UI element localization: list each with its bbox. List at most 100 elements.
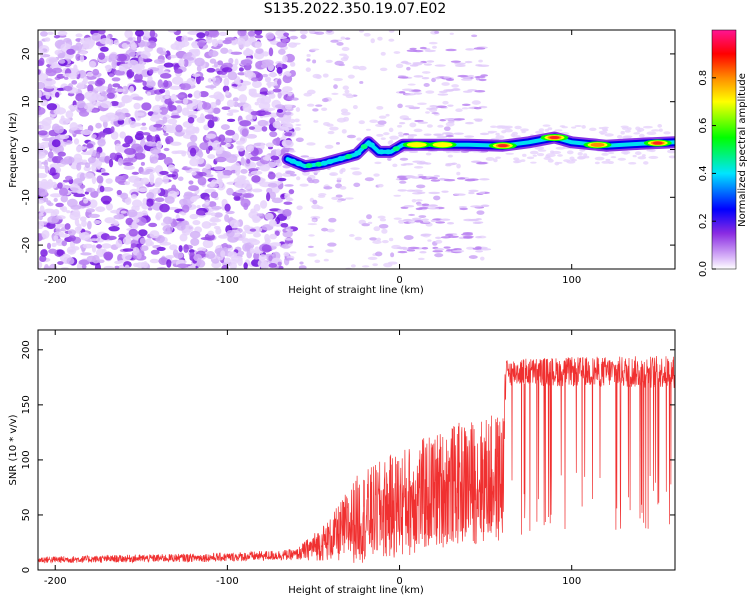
noise-blob [323, 258, 329, 262]
noise-blob [633, 132, 640, 135]
noise-blob [244, 134, 257, 139]
noise-blob [139, 237, 146, 245]
noise-blob [174, 100, 184, 104]
noise-blob [306, 89, 316, 95]
noise-blob [474, 221, 484, 224]
noise-blob [293, 42, 301, 45]
noise-blob [61, 240, 67, 247]
noise-blob [437, 124, 444, 128]
noise-blob [269, 131, 278, 138]
noise-blob [103, 251, 114, 261]
noise-blob [430, 107, 438, 110]
y-tick-label: 10 [21, 95, 32, 108]
noise-blob [127, 59, 139, 69]
noise-blob [372, 263, 378, 267]
ridge-hotspot [432, 142, 453, 148]
noise-blob [105, 178, 113, 184]
noise-blob [381, 239, 389, 244]
noise-blob [495, 135, 505, 140]
noise-blob [450, 60, 462, 63]
noise-blob [435, 221, 446, 224]
noise-blob [201, 167, 209, 174]
noise-blob [186, 51, 193, 57]
noise-blob [72, 209, 81, 217]
noise-blob [96, 244, 103, 249]
noise-blob [154, 197, 165, 203]
noise-blob [215, 156, 227, 163]
noise-blob [158, 257, 169, 266]
noise-blob [250, 156, 261, 161]
noise-blob [176, 263, 189, 269]
x-tick-label: -200 [44, 576, 67, 587]
noise-blob [478, 191, 486, 194]
ridge-blob [320, 160, 328, 166]
noise-blob [189, 147, 197, 157]
noise-blob [295, 137, 304, 143]
noise-blob [495, 132, 500, 136]
noise-blob [209, 101, 218, 109]
noise-blob [209, 181, 216, 188]
noise-blob [236, 145, 245, 152]
noise-blob [352, 171, 362, 176]
noise-blob [194, 57, 205, 67]
y-tick-label: 100 [21, 450, 32, 469]
noise-blob [288, 243, 293, 247]
noise-blob [42, 197, 49, 203]
noise-blob [467, 88, 478, 92]
noise-blob [251, 175, 261, 183]
noise-blob [278, 48, 286, 55]
noise-blob [423, 133, 432, 136]
ridge-hotspot [549, 136, 560, 140]
noise-blob [47, 151, 54, 159]
noise-blob [258, 101, 271, 110]
noise-blob [388, 30, 395, 33]
noise-blob [266, 81, 277, 87]
noise-blob [426, 124, 433, 128]
ridge-blob [377, 149, 385, 155]
noise-blob [225, 90, 230, 96]
noise-blob [229, 262, 238, 269]
noise-blob [473, 118, 483, 121]
noise-blob [96, 175, 104, 184]
noise-blob [383, 132, 390, 136]
noise-blob [435, 239, 443, 244]
noise-blob [544, 128, 550, 132]
noise-blob [380, 137, 386, 140]
noise-blob [46, 103, 58, 111]
noise-blob [73, 64, 78, 74]
noise-blob [207, 77, 213, 83]
noise-blob [240, 168, 248, 174]
noise-blob [237, 257, 243, 267]
noise-blob [402, 117, 412, 121]
noise-blob [250, 92, 259, 98]
noise-blob [230, 51, 243, 55]
noise-blob [276, 159, 281, 164]
noise-blob [268, 263, 278, 268]
spectrogram-xlabel: Height of straight line (km) [288, 285, 424, 296]
noise-blob [71, 80, 78, 85]
noise-blob [447, 120, 455, 124]
noise-blob [468, 255, 478, 259]
noise-blob [205, 163, 211, 170]
noise-blob [101, 91, 108, 96]
noise-blob [398, 91, 406, 94]
noise-blob [333, 84, 338, 89]
noise-blob [79, 231, 90, 241]
noise-blob [223, 77, 230, 87]
ridge-blob [367, 142, 375, 148]
noise-blob [285, 228, 294, 232]
noise-blob [529, 150, 539, 155]
noise-blob [261, 126, 268, 132]
noise-blob [212, 107, 221, 114]
noise-blob [254, 246, 261, 254]
noise-blob [81, 159, 88, 163]
noise-blob [178, 58, 185, 67]
noise-blob [408, 106, 420, 110]
noise-blob [218, 179, 223, 188]
noise-blob [150, 156, 159, 164]
noise-blob [177, 176, 184, 182]
noise-blob [397, 250, 408, 254]
noise-blob [195, 210, 205, 216]
noise-blob [424, 162, 432, 165]
noise-blob [41, 137, 54, 142]
